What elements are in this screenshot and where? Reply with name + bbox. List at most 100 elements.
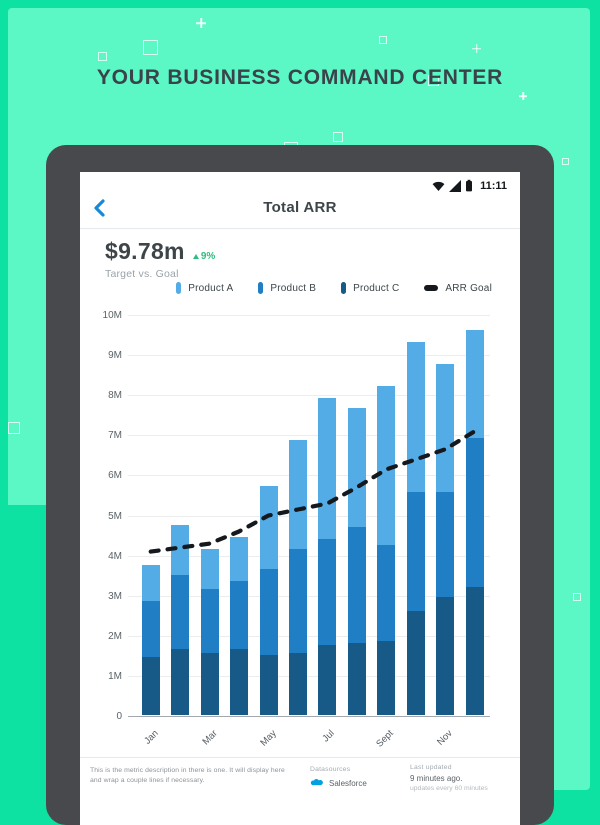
bar-segment-product-a — [259, 486, 278, 569]
x-tick-label-jan: Jan — [141, 728, 161, 747]
bar-segment-product-a — [347, 408, 366, 527]
decor-square-icon — [562, 158, 569, 165]
decor-square-icon — [333, 132, 343, 142]
page-title: YOUR BUSINESS COMMAND CENTER — [96, 66, 504, 89]
bar-segment-product-b — [406, 492, 425, 611]
bar-segment-product-c — [200, 652, 219, 715]
bar-segment-product-a — [200, 548, 219, 589]
app-screen: 11:11 Total ARR $9.78m 9% Target vs. Goa… — [80, 172, 520, 825]
delta-up-icon — [192, 254, 199, 259]
decor-plus-icon — [196, 18, 206, 28]
bar-segment-product-c — [230, 648, 249, 715]
bar-segment-product-a — [288, 440, 307, 549]
last-updated-value: 9 minutes ago. — [410, 774, 463, 783]
y-tick-label: 0 — [116, 711, 122, 722]
bar-segment-product-c — [259, 654, 278, 715]
bar-segment-product-b — [141, 600, 160, 657]
decor-square-icon — [98, 52, 107, 61]
last-updated-label: Last updated — [410, 764, 452, 771]
back-button[interactable] — [89, 197, 109, 219]
axis-baseline — [128, 716, 490, 717]
bar-segment-product-c — [318, 644, 337, 715]
bar-segment-product-b — [259, 568, 278, 655]
decor-square-icon — [428, 75, 439, 86]
bar-segment-product-b — [465, 438, 484, 587]
x-tick-label-jul: Jul — [320, 728, 338, 745]
bar-segment-product-b — [347, 526, 366, 643]
gridline — [128, 315, 490, 316]
decor-square-icon — [379, 36, 387, 44]
chart-legend: Product A Product B Product C ARR Goal — [176, 282, 492, 294]
bar-segment-product-c — [406, 610, 425, 715]
tablet-mockup: 11:11 Total ARR $9.78m 9% Target vs. Goa… — [46, 145, 554, 825]
bar-segment-product-a — [377, 386, 396, 545]
legend-marker — [258, 282, 264, 294]
legend-item-arr-goal: ARR Goal — [424, 283, 492, 294]
bar-segment-product-b — [230, 580, 249, 649]
decor-plus-icon — [519, 92, 527, 100]
gridline — [128, 555, 490, 557]
gridline — [128, 635, 490, 637]
gridline — [128, 595, 490, 597]
x-tick-label-may: May — [257, 728, 279, 749]
legend-marker — [424, 285, 439, 291]
datasources-block: Datasources Salesforce — [310, 766, 367, 788]
y-tick-label: 5M — [108, 510, 122, 522]
metric-value: $9.78m — [105, 238, 185, 264]
cellular-icon — [449, 179, 462, 192]
y-tick-label: 1M — [108, 670, 122, 682]
accent-band — [8, 505, 46, 792]
status-bar: 11:11 — [432, 179, 507, 192]
decor-plus-icon — [472, 44, 481, 53]
bar-segment-product-c — [377, 640, 396, 715]
plot-area — [128, 315, 490, 717]
chevron-left-icon — [94, 199, 105, 217]
bar-jun — [288, 440, 307, 715]
legend-item-product-c: Product C — [341, 282, 399, 294]
bar-feb — [171, 524, 190, 715]
update-frequency: updates every 60 minutes — [410, 785, 488, 792]
appbar-divider — [80, 228, 520, 229]
y-tick-label: 10M — [102, 310, 122, 321]
bar-segment-product-a — [141, 564, 160, 601]
bar-segment-product-b — [318, 538, 337, 645]
bar-segment-product-c — [288, 652, 307, 715]
y-tick-label: 7M — [108, 430, 122, 442]
bar-sep — [377, 386, 396, 715]
bar-segment-product-b — [377, 544, 396, 641]
metric-description: This is the metric description in there … — [90, 767, 285, 784]
bar-segment-product-a — [171, 524, 190, 575]
bar-segment-product-a — [230, 536, 249, 581]
bar-segment-product-c — [465, 586, 484, 715]
decor-square-icon — [573, 593, 581, 601]
decor-square-icon — [8, 422, 20, 434]
legend-item-product-a: Product A — [176, 282, 233, 294]
bar-segment-product-c — [171, 648, 190, 715]
bar-nov — [436, 364, 455, 715]
bar-segment-product-b — [171, 574, 190, 649]
datasources-label: Datasources — [310, 766, 351, 773]
wifi-icon — [432, 181, 445, 191]
legend-marker — [341, 282, 347, 294]
gridline — [128, 395, 490, 397]
y-tick-label: 2M — [108, 630, 122, 642]
bar-segment-product-a — [318, 398, 337, 539]
datasource-name: Salesforce — [329, 778, 367, 788]
bar-dec — [465, 330, 484, 715]
bar-oct — [406, 342, 425, 715]
bar-jan — [141, 564, 160, 715]
bar-segment-product-b — [288, 548, 307, 653]
legend-item-product-b: Product B — [258, 282, 316, 294]
salesforce-icon — [310, 779, 323, 786]
gridline — [128, 355, 490, 357]
footer-divider — [80, 757, 520, 758]
bar-segment-product-c — [347, 642, 366, 715]
battery-icon — [466, 179, 473, 192]
screen-title: Total ARR — [263, 199, 337, 216]
bar-segment-product-b — [200, 588, 219, 653]
bar-segment-product-c — [436, 596, 455, 715]
y-tick-label: 6M — [108, 470, 122, 482]
y-tick-label: 9M — [108, 350, 122, 362]
x-tick-label-sept: Sept — [374, 728, 397, 750]
bar-segment-product-a — [406, 342, 425, 493]
